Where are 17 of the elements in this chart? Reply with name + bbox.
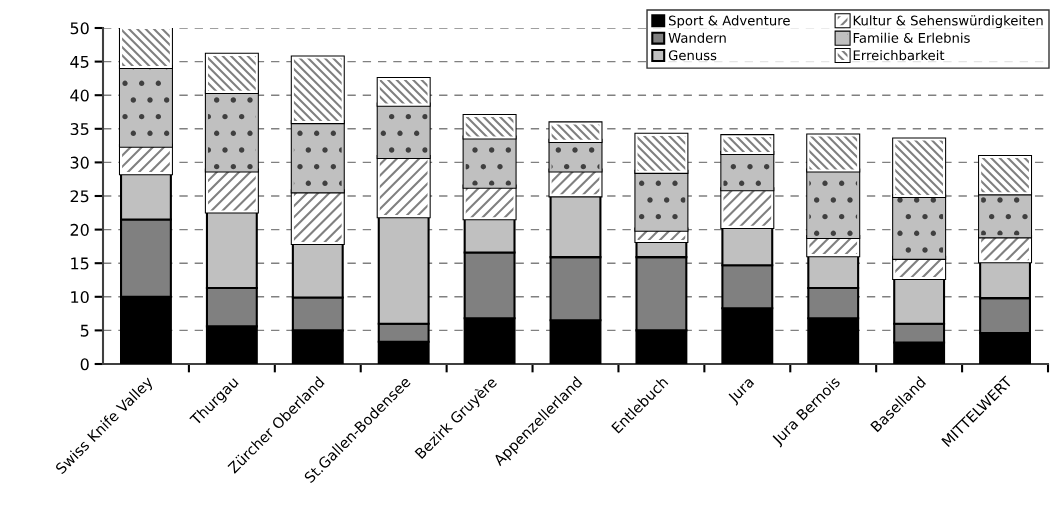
- y-tick-label: 5: [80, 324, 89, 337]
- y-tick-label: 15: [71, 257, 89, 270]
- y-tick-label: 30: [70, 156, 89, 169]
- y-tick-label: 10: [71, 291, 89, 304]
- legend-label: Familie & Erlebnis: [853, 32, 970, 43]
- y-tick-label: 20: [70, 223, 89, 236]
- legend-label: Genuss: [668, 50, 717, 61]
- y-tick-label: 35: [70, 123, 89, 136]
- y-tick-label: 25: [70, 190, 89, 203]
- y-tick-label: 50: [70, 22, 89, 35]
- y-tick-label: 45: [70, 56, 89, 68]
- legend-label: Sport & Adventure: [669, 15, 790, 29]
- legend-label: Kultur & Sehenswürdigkeiten: [853, 15, 1043, 29]
- legend-label: Erreichbarkeit: [853, 50, 945, 61]
- y-tick-label: 40: [70, 89, 89, 102]
- legend-label: Wandern: [668, 32, 726, 43]
- y-tick-label: 0: [80, 358, 89, 371]
